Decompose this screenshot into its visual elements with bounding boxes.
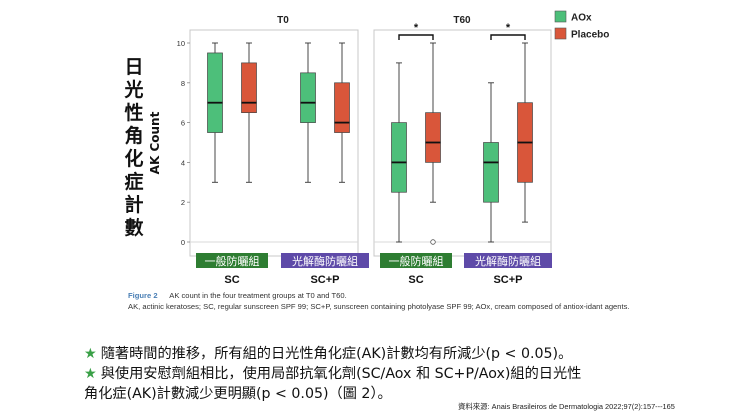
significance-bracket: [398, 34, 434, 40]
y-tick-label: 10: [177, 39, 185, 48]
x-category-label: SC: [224, 274, 239, 286]
legend-label-aox: AOx: [571, 13, 592, 24]
vertical-label: 日光性角化症計數: [124, 56, 144, 239]
bullet-item: ★ 隨著時間的推移，所有組的日光性角化症(AK)計數均有所減少(p < 0.05)…: [84, 344, 724, 364]
box-aox: [207, 52, 223, 133]
x-category-label: SC+P: [310, 274, 339, 286]
figure-title: AK count in the four treatment groups at…: [169, 291, 347, 300]
box-plot-figure: T0 0 2 4 6 8 10 AK Count 一般防曬組 SC 光解酶防曬組 SC+P T60 * * 一…: [148, 10, 609, 286]
box-aox: [483, 142, 499, 203]
figure-caption: Figure 2 AK count in the four treatment …: [128, 291, 688, 312]
box-placebo: [241, 62, 257, 114]
x-category-label: SC: [408, 274, 423, 286]
panel-title: T0: [277, 15, 289, 26]
figure-caption-text: AK, actinic keratoses; SC, regular sunsc…: [128, 301, 630, 311]
y-axis-label: AK Count: [148, 111, 162, 174]
legend-swatch-placebo: [554, 27, 567, 40]
bullet-list: ★ 隨著時間的推移，所有組的日光性角化症(AK)計數均有所減少(p < 0.05)…: [84, 344, 724, 404]
group-tag-box: [196, 253, 268, 268]
box-aox: [300, 72, 316, 123]
y-tick-label: 6: [181, 119, 185, 128]
star-icon: ★: [84, 366, 97, 382]
box-aox: [391, 122, 407, 193]
group-tag-box: [281, 253, 369, 268]
y-tick-label: 8: [181, 79, 185, 88]
significance-bracket: [490, 34, 526, 40]
x-category-label: SC+P: [493, 274, 522, 286]
y-tick-label: 2: [181, 198, 185, 207]
bullet-item: ★ 與使用安慰劑組相比，使用局部抗氧化劑(SC/Aox 和 SC+P/Aox)組的…: [84, 364, 724, 404]
group-tag-box: [380, 253, 452, 268]
box-placebo: [334, 82, 350, 133]
outlier-point: [430, 239, 436, 245]
group-tag-label: 光解酶防曬組: [292, 254, 358, 268]
y-tick-label: 0: [181, 238, 185, 247]
bullet-text: 角化症(AK)計數減少更明顯(p < 0.05)（圖 2）。: [84, 386, 392, 402]
group-tag-label: 一般防曬組: [205, 254, 260, 268]
legend-label-placebo: Placebo: [571, 30, 609, 41]
bullet-text: 與使用安慰劑組相比，使用局部抗氧化劑(SC/Aox 和 SC+P/Aox)組的日…: [100, 366, 582, 382]
significance-star: *: [414, 22, 419, 34]
star-icon: ★: [84, 346, 97, 362]
significance-star: *: [506, 22, 511, 34]
source-citation: 資料來源: Anais Brasileiros de Dermatologia …: [458, 402, 675, 411]
group-tag-label: 一般防曬組: [389, 254, 444, 268]
box-placebo: [425, 112, 441, 163]
group-tag-label: 光解酶防曬組: [475, 254, 541, 268]
panel-title: T60: [453, 15, 471, 26]
bullet-text: 隨著時間的推移，所有組的日光性角化症(AK)計數均有所減少(p < 0.05)。: [100, 346, 573, 362]
legend-swatch-aox: [554, 10, 567, 23]
y-tick-label: 4: [181, 158, 185, 167]
group-tag-box: [464, 253, 552, 268]
figure-label: Figure 2: [128, 291, 158, 300]
